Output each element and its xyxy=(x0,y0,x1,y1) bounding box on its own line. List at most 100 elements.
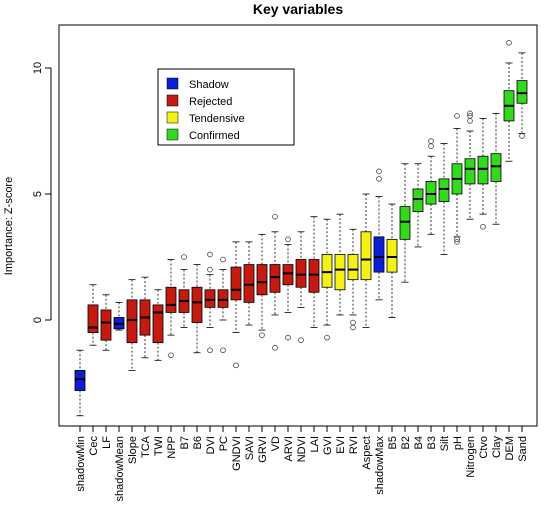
box-SAVI xyxy=(243,241,255,326)
box-shadowMin xyxy=(74,349,86,417)
box-body xyxy=(386,238,398,273)
x-tick-label: B2 xyxy=(400,436,412,449)
outlier-point xyxy=(519,133,525,139)
x-tick-label: LF xyxy=(101,436,113,449)
outlier-point xyxy=(376,176,382,182)
outlier-point xyxy=(207,251,213,258)
outlier-point xyxy=(285,334,291,341)
outlier-point xyxy=(350,319,356,326)
x-tick-label: Clay xyxy=(491,436,503,459)
box-pH xyxy=(451,113,463,245)
x-tick-label: Aspect xyxy=(361,436,373,470)
legend-swatch-tendensive xyxy=(166,111,179,124)
box-TCA xyxy=(139,276,151,359)
outlier-point xyxy=(324,334,330,341)
outlier-point xyxy=(454,239,460,245)
outlier-point xyxy=(467,118,473,124)
legend-label-confirmed: Confirmed xyxy=(189,130,240,142)
x-tick-label: Silt xyxy=(439,436,451,451)
box-body xyxy=(334,254,346,291)
box-B4 xyxy=(412,163,424,248)
x-tick-label: Slope xyxy=(127,436,139,464)
box-body xyxy=(425,180,437,205)
box-body xyxy=(126,299,138,344)
box-RVI xyxy=(347,228,359,331)
box-body xyxy=(412,188,424,213)
box-body xyxy=(399,206,411,240)
box-LF xyxy=(100,294,112,351)
box-body xyxy=(204,289,216,308)
box-Silt xyxy=(438,143,450,255)
box-Slope xyxy=(126,279,138,371)
outlier-point xyxy=(272,344,278,351)
outlier-point xyxy=(207,347,213,354)
x-tick-label: NPP xyxy=(166,436,178,459)
x-tick-label: Sand xyxy=(517,436,529,462)
outlier-point xyxy=(298,337,304,343)
box-ARVI xyxy=(282,236,294,341)
x-tick-label: EVI xyxy=(335,436,347,454)
x-tick-label: NDVI xyxy=(296,436,308,462)
legend-frame xyxy=(157,68,295,146)
box-DVI xyxy=(204,251,216,354)
x-tick-label: VD xyxy=(270,436,282,451)
box-Clay xyxy=(490,112,502,225)
box-GNDVI xyxy=(230,241,242,369)
box-EVI xyxy=(334,213,346,316)
box-body xyxy=(165,286,177,313)
x-tick-label: LAI xyxy=(309,436,321,453)
box-Sand xyxy=(516,52,528,139)
box-NDVI xyxy=(295,231,307,343)
outlier-point xyxy=(233,362,239,369)
box-body xyxy=(347,254,359,281)
outlier-point xyxy=(207,266,213,273)
x-tick-label: B5 xyxy=(387,436,399,449)
box-body xyxy=(490,153,502,182)
outlier-point xyxy=(428,143,434,149)
box-TWI xyxy=(152,289,164,361)
legend-label-tendensive: Tendensive xyxy=(189,113,245,125)
x-tick-label: TWI xyxy=(153,436,165,456)
x-tick-label: shadowMin xyxy=(75,436,87,492)
x-tick-label: DVI xyxy=(205,436,217,454)
x-tick-label: SAVI xyxy=(244,436,256,460)
outlier-point xyxy=(506,39,512,46)
box-Ctvo xyxy=(477,118,489,230)
outlier-point xyxy=(272,213,278,220)
outlier-point xyxy=(454,113,460,119)
x-tick-label: B3 xyxy=(426,436,438,449)
outlier-point xyxy=(285,236,291,243)
y-axis: 0 5 10 xyxy=(32,62,52,323)
x-axis-tick-labels: shadowMin Cec LF shadowMean Slope TCA TWI NPP B7… xyxy=(75,425,529,501)
box-body xyxy=(308,259,320,293)
outlier-point xyxy=(168,352,174,359)
legend-label-rejected: Rejected xyxy=(189,96,232,108)
outlier-point xyxy=(181,254,187,260)
x-tick-label: Nitrogen xyxy=(465,436,477,478)
chart-title: Key variables xyxy=(253,1,343,17)
outlier-point xyxy=(350,324,356,331)
box-DEM xyxy=(503,39,515,162)
x-tick-label: ARVI xyxy=(283,436,295,461)
plot-frame xyxy=(58,24,538,427)
box-body xyxy=(269,264,281,293)
box-body xyxy=(295,259,307,288)
box-body xyxy=(464,158,476,185)
x-tick-label: RVI xyxy=(348,436,360,454)
x-tick-label: PC xyxy=(218,436,230,451)
x-tick-label: GRVI xyxy=(257,436,269,463)
legend-swatch-shadow xyxy=(166,77,179,90)
box-body xyxy=(438,178,450,202)
legend: Shadow Rejected Tendensive Confirmed xyxy=(157,68,295,146)
y-tick-label: 10 xyxy=(32,62,44,74)
box-body xyxy=(477,155,489,185)
box-Aspect xyxy=(360,193,372,328)
x-tick-label: shadowMean xyxy=(114,436,126,501)
box-body xyxy=(321,254,333,288)
box-body xyxy=(256,264,268,296)
legend-label-shadow: Shadow xyxy=(189,79,229,91)
outlier-point xyxy=(467,110,473,117)
outlier-point xyxy=(376,168,382,175)
box-body xyxy=(74,369,86,391)
x-tick-label: Cec xyxy=(88,436,100,456)
